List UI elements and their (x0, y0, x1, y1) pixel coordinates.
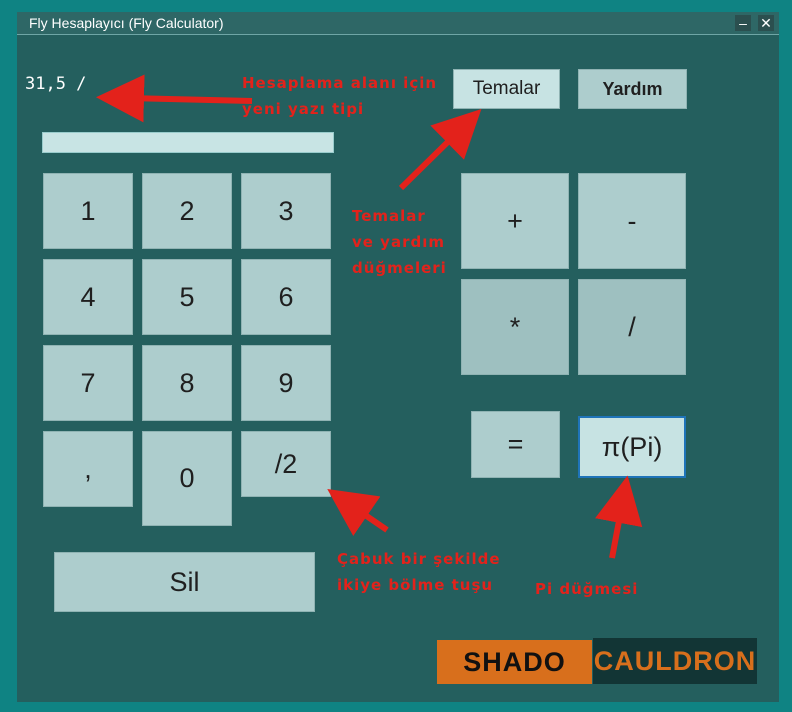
key-6[interactable]: 6 (241, 259, 331, 335)
entry-field[interactable] (42, 132, 334, 153)
arrow-to-pi (595, 475, 643, 559)
key-7[interactable]: 7 (43, 345, 133, 421)
annotation-buttons: Temalar ve yardım düğmeleri (352, 207, 447, 277)
key-0[interactable]: 0 (142, 431, 232, 526)
annotation-font: Hesaplama alanı için yeni yazı tipi (242, 74, 438, 118)
key-5[interactable]: 5 (142, 259, 232, 335)
key-8[interactable]: 8 (142, 345, 232, 421)
key-2[interactable]: 2 (142, 173, 232, 249)
themes-button[interactable]: Temalar (453, 69, 560, 109)
divide-button[interactable]: / (578, 279, 686, 375)
annotation-pi: Pi düğmesi (535, 580, 639, 598)
key-4[interactable]: 4 (43, 259, 133, 335)
equals-button[interactable]: = (471, 411, 560, 478)
arrow-to-half (327, 489, 389, 536)
annotation-half: Çabuk bir şekilde ikiye bölme tuşu (337, 550, 501, 594)
clear-button[interactable]: Sil (54, 552, 315, 612)
plus-button[interactable]: + (461, 173, 569, 269)
minimize-icon[interactable]: – (735, 15, 751, 31)
multiply-button[interactable]: * (461, 279, 569, 375)
logo-shado: SHADO (437, 640, 592, 684)
key-half[interactable]: /2 (241, 431, 331, 497)
key-3[interactable]: 3 (241, 173, 331, 249)
key-comma[interactable]: , (43, 431, 133, 507)
calculation-display: 31,5 / (25, 74, 87, 94)
pi-button[interactable]: π(Pi) (578, 416, 686, 478)
minus-button[interactable]: - (578, 173, 686, 269)
arrow-to-display (96, 74, 253, 123)
logo-cauldron: CAULDRON (593, 638, 757, 684)
help-button[interactable]: Yardım (578, 69, 687, 109)
arrow-to-themes (398, 108, 482, 191)
key-1[interactable]: 1 (43, 173, 133, 249)
window-title: Fly Hesaplayıcı (Fly Calculator) (29, 15, 224, 31)
close-icon[interactable]: ✕ (758, 15, 774, 31)
key-9[interactable]: 9 (241, 345, 331, 421)
title-bar[interactable]: Fly Hesaplayıcı (Fly Calculator) – ✕ (17, 12, 779, 35)
